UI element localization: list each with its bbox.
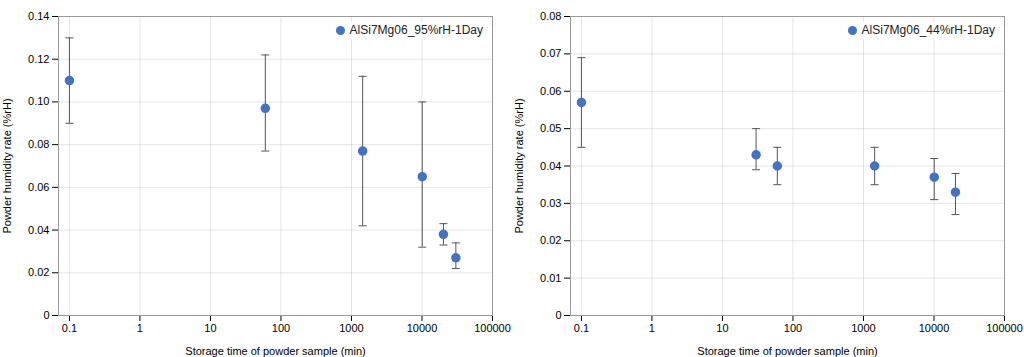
svg-text:Storage time of powder sample: Storage time of powder sample (min): [697, 345, 877, 357]
svg-text:0.02: 0.02: [28, 266, 49, 278]
svg-text:0.1: 0.1: [62, 322, 77, 334]
svg-text:0.03: 0.03: [540, 197, 561, 209]
svg-text:Storage time of powder sample: Storage time of powder sample (min): [185, 345, 365, 357]
svg-text:10: 10: [204, 322, 216, 334]
svg-text:1000: 1000: [339, 322, 363, 334]
svg-text:0.10: 0.10: [28, 95, 49, 107]
svg-text:0.06: 0.06: [540, 85, 561, 97]
svg-text:0.04: 0.04: [28, 224, 49, 236]
svg-text:1: 1: [649, 322, 655, 334]
svg-text:0.08: 0.08: [540, 10, 561, 22]
svg-text:100000: 100000: [474, 322, 511, 334]
svg-text:0.05: 0.05: [540, 122, 561, 134]
svg-text:0.08: 0.08: [28, 138, 49, 150]
svg-text:0.01: 0.01: [540, 272, 561, 284]
svg-text:100: 100: [784, 322, 802, 334]
svg-text:1000: 1000: [851, 322, 875, 334]
svg-text:0.02: 0.02: [540, 234, 561, 246]
svg-text:0.04: 0.04: [540, 160, 561, 172]
svg-text:Powder humidity rate (%rH): Powder humidity rate (%rH): [513, 98, 525, 233]
svg-text:10000: 10000: [407, 322, 438, 334]
html-text:AlSi7Mg06_44%rH-1Day: AlSi7Mg06_44%rH-1Day: [861, 23, 995, 37]
svg-text:0: 0: [43, 309, 49, 321]
html-text:AlSi7Mg06_95%rH-1Day: AlSi7Mg06_95%rH-1Day: [349, 23, 483, 37]
svg-text:100: 100: [272, 322, 290, 334]
svg-text:0.1: 0.1: [574, 322, 589, 334]
svg-text:10000: 10000: [919, 322, 950, 334]
svg-text:Powder humidity rate (%rH): Powder humidity rate (%rH): [1, 98, 13, 233]
svg-text:0.06: 0.06: [28, 181, 49, 193]
svg-text:0.07: 0.07: [540, 47, 561, 59]
svg-text:0: 0: [555, 309, 561, 321]
svg-text:100000: 100000: [986, 322, 1023, 334]
svg-text:10: 10: [716, 322, 728, 334]
svg-text:1: 1: [137, 322, 143, 334]
svg-text:0.12: 0.12: [28, 53, 49, 65]
svg-text:0.14: 0.14: [28, 10, 49, 22]
